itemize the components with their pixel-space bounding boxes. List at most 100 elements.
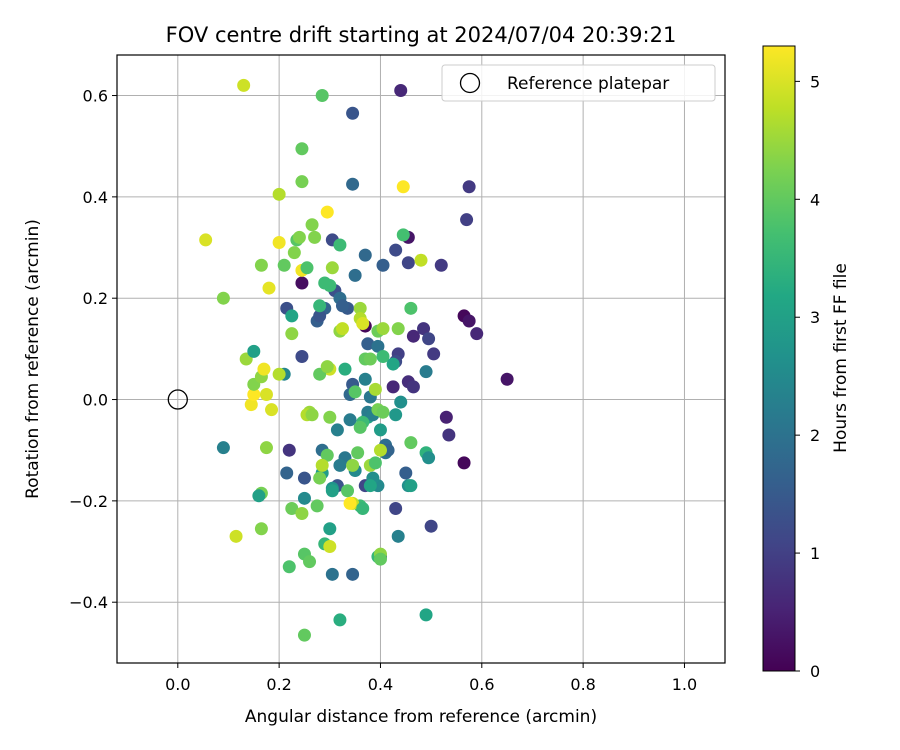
- data-point: [356, 317, 370, 331]
- data-point: [297, 628, 311, 642]
- data-point: [422, 332, 436, 346]
- data-point: [406, 380, 420, 394]
- data-point: [295, 349, 309, 363]
- data-point: [335, 322, 349, 336]
- data-point: [330, 423, 344, 437]
- data-point: [325, 484, 339, 498]
- data-point: [333, 238, 347, 252]
- colorbar-ticks: 0 1 2 3 4 5: [795, 72, 820, 681]
- data-point: [401, 256, 415, 270]
- data-point: [373, 552, 387, 566]
- data-point: [368, 382, 382, 396]
- legend-label-reference: Reference platepar: [507, 74, 669, 94]
- data-point: [282, 443, 296, 457]
- chart-title: FOV centre drift starting at 2024/07/04 …: [166, 23, 677, 47]
- data-points: [167, 78, 514, 642]
- data-point: [259, 441, 273, 455]
- colorbar-tick-label: 0: [810, 662, 820, 681]
- data-point: [338, 362, 352, 376]
- data-point: [313, 299, 327, 313]
- x-tick-label: 0.6: [469, 675, 494, 694]
- data-point: [247, 344, 261, 358]
- data-point: [363, 479, 377, 493]
- data-point: [305, 218, 319, 232]
- data-point: [386, 357, 400, 371]
- x-tick-label: 0.8: [570, 675, 595, 694]
- data-point: [254, 522, 268, 536]
- data-point: [259, 387, 273, 401]
- data-point: [346, 458, 360, 472]
- data-point: [320, 205, 334, 219]
- data-point: [457, 456, 471, 470]
- data-point: [282, 560, 296, 574]
- legend: Reference platepar: [441, 64, 716, 102]
- data-point: [376, 322, 390, 336]
- data-point: [295, 276, 309, 290]
- data-point: [394, 83, 408, 97]
- data-point: [257, 362, 271, 376]
- colorbar-tick-label: 3: [810, 308, 820, 327]
- data-point: [325, 261, 339, 275]
- data-point: [323, 539, 337, 553]
- data-point: [424, 519, 438, 533]
- y-tick-label: 0.6: [83, 87, 108, 106]
- data-point: [313, 309, 327, 323]
- y-tick-label: 0.4: [83, 188, 108, 207]
- data-point: [315, 89, 329, 103]
- data-point: [373, 443, 387, 457]
- y-axis-label: Rotation from reference (arcmin): [23, 219, 43, 499]
- data-point: [417, 322, 431, 336]
- data-point: [216, 441, 230, 455]
- data-point: [325, 567, 339, 581]
- data-point: [414, 253, 428, 267]
- data-point: [305, 408, 319, 422]
- y-tick-label: 0.2: [83, 289, 108, 308]
- legend-marker-reference: [459, 72, 481, 94]
- data-point: [399, 466, 413, 480]
- plot-frame: [116, 54, 726, 664]
- data-point: [285, 327, 299, 341]
- data-point: [318, 276, 332, 290]
- colorbar-tick-label: 1: [810, 544, 820, 563]
- data-point: [333, 613, 347, 627]
- data-point: [333, 458, 347, 472]
- data-point: [292, 230, 306, 244]
- data-point: [320, 360, 334, 374]
- data-point: [404, 479, 418, 493]
- data-point: [404, 436, 418, 450]
- data-point: [391, 322, 405, 336]
- data-point: [277, 258, 291, 272]
- data-point: [356, 501, 370, 515]
- data-point: [272, 235, 286, 249]
- data-point: [285, 501, 299, 515]
- data-point: [323, 410, 337, 424]
- data-point: [353, 301, 367, 315]
- data-point: [272, 367, 286, 381]
- data-point: [371, 339, 385, 353]
- data-point: [262, 281, 276, 295]
- x-tick-label: 0.0: [165, 675, 190, 694]
- colorbar: [762, 45, 796, 672]
- data-point: [247, 387, 261, 401]
- x-axis-label: Angular distance from reference (arcmin): [245, 707, 597, 727]
- y-tick-label: −0.2: [69, 492, 108, 511]
- data-point: [394, 395, 408, 409]
- data-point: [434, 258, 448, 272]
- data-point: [389, 501, 403, 515]
- data-point: [280, 466, 294, 480]
- data-point: [389, 408, 403, 422]
- data-point: [229, 529, 243, 543]
- colorbar-tick-label: 4: [810, 190, 820, 209]
- data-point: [265, 403, 279, 417]
- y-axis-ticks: 0.6 0.4 0.2 0.0 −0.2 −0.4: [69, 87, 117, 612]
- data-point: [348, 268, 362, 282]
- y-tick-label: −0.4: [69, 593, 108, 612]
- y-tick-label: 0.0: [83, 391, 108, 410]
- data-point: [460, 213, 474, 227]
- data-point: [295, 175, 309, 189]
- data-point: [346, 177, 360, 191]
- data-point: [254, 258, 268, 272]
- data-point: [427, 347, 441, 361]
- data-point: [285, 309, 299, 323]
- colorbar-tick-label: 2: [810, 426, 820, 445]
